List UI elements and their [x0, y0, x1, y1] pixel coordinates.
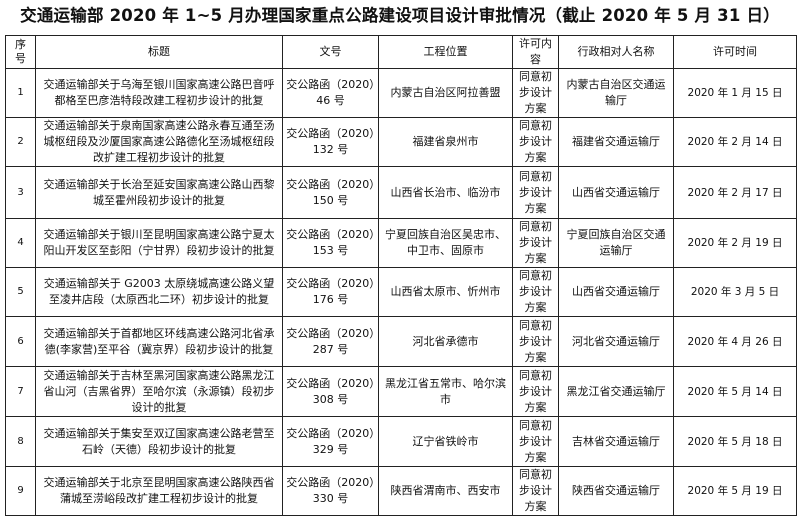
cell-party: 山西省交通运输厅 [558, 267, 674, 317]
cell-title: 交通运输部关于吉林至黑河国家高速公路黑龙江省山河（吉黑省界）至哈尔滨（永源镇）段… [35, 366, 283, 417]
cell-no: 3 [5, 166, 36, 219]
cell-no: 4 [5, 218, 36, 268]
cell-doc: 交公路函（2020）287 号 [282, 316, 379, 367]
cell-location: 内蒙古自治区阿拉善盟 [378, 68, 513, 118]
table-row: 9 交通运输部关于北京至昆明国家高速公路陕西省蒲城至涝峪段改扩建工程初步设计的批复… [5, 466, 797, 516]
header-location: 工程位置 [378, 35, 513, 69]
cell-party: 山西省交通运输厅 [558, 166, 674, 219]
cell-title: 交通运输部关于银川至昆明国家高速公路宁夏太阳山开发区至彭阳（宁甘界）段初步设计的… [35, 218, 283, 268]
cell-date: 2020 年 5 月 14 日 [673, 366, 797, 417]
cell-no: 6 [5, 316, 36, 367]
cell-doc: 交公路函（2020）46 号 [282, 68, 379, 118]
header-doc: 文号 [282, 35, 379, 69]
page-title: 交通运输部 2020 年 1~5 月办理国家重点公路建设项目设计审批情况（截止 … [20, 6, 780, 25]
header-party: 行政相对人名称 [558, 35, 674, 69]
cell-content: 同意初步设计方案 [512, 366, 559, 417]
table-row: 8 交通运输部关于集安至双辽国家高速公路老营至石岭（天德）段初步设计的批复 交公路函… [5, 416, 797, 467]
cell-date: 2020 年 1 月 15 日 [673, 68, 797, 118]
cell-party: 宁夏回族自治区交通运输厅 [558, 218, 674, 268]
cell-date: 2020 年 2 月 17 日 [673, 166, 797, 219]
table-row: 6 交通运输部关于首都地区环线高速公路河北省承德(李家营)至平谷（冀京界）段初步设… [5, 316, 797, 367]
cell-no: 1 [5, 68, 36, 118]
cell-date: 2020 年 2 月 14 日 [673, 117, 797, 167]
cell-title: 交通运输部关于北京至昆明国家高速公路陕西省蒲城至涝峪段改扩建工程初步设计的批复 [35, 466, 283, 516]
approval-table: 序号 标题 文号 工程位置 许可内容 行政相对人名称 许可时间 1 交通运输部关于… [5, 35, 797, 516]
cell-no: 9 [5, 466, 36, 516]
cell-content: 同意初步设计方案 [512, 267, 559, 317]
cell-title: 交通运输部关于长治至延安国家高速公路山西黎城至霍州段初步设计的批复 [35, 166, 283, 219]
cell-content: 同意初步设计方案 [512, 416, 559, 467]
cell-no: 8 [5, 416, 36, 467]
cell-doc: 交公路函（2020）153 号 [282, 218, 379, 268]
cell-content: 同意初步设计方案 [512, 316, 559, 367]
cell-location: 黑龙江省五常市、哈尔滨市 [378, 366, 513, 417]
cell-title: 交通运输部关于首都地区环线高速公路河北省承德(李家营)至平谷（冀京界）段初步设计… [35, 316, 283, 367]
cell-party: 黑龙江省交通运输厅 [558, 366, 674, 417]
cell-location: 山西省太原市、忻州市 [378, 267, 513, 317]
table-row: 2 交通运输部关于泉南国家高速公路永春互通至汤城枢纽段及沙厦国家高速公路德化至汤城… [5, 117, 797, 167]
cell-doc: 交公路函（2020）329 号 [282, 416, 379, 467]
cell-location: 河北省承德市 [378, 316, 513, 367]
cell-location: 福建省泉州市 [378, 117, 513, 167]
cell-party: 河北省交通运输厅 [558, 316, 674, 367]
cell-date: 2020 年 5 月 18 日 [673, 416, 797, 467]
table-header-row: 序号 标题 文号 工程位置 许可内容 行政相对人名称 许可时间 [5, 35, 797, 69]
cell-party: 吉林省交通运输厅 [558, 416, 674, 467]
cell-party: 福建省交通运输厅 [558, 117, 674, 167]
cell-doc: 交公路函（2020）308 号 [282, 366, 379, 417]
header-content: 许可内容 [512, 35, 559, 69]
cell-content: 同意初步设计方案 [512, 166, 559, 219]
cell-date: 2020 年 4 月 26 日 [673, 316, 797, 367]
table-row: 7 交通运输部关于吉林至黑河国家高速公路黑龙江省山河（吉黑省界）至哈尔滨（永源镇）… [5, 366, 797, 417]
table-row: 1 交通运输部关于乌海至银川国家高速公路巴音呼都格至巴彦浩特段改建工程初步设计的批… [5, 68, 797, 118]
header-date: 许可时间 [673, 35, 797, 69]
header-title: 标题 [35, 35, 283, 69]
cell-party: 陕西省交通运输厅 [558, 466, 674, 516]
cell-content: 同意初步设计方案 [512, 68, 559, 118]
table-row: 5 交通运输部关于 G2003 太原绕城高速公路义望至凌井店段（太原西北二环）初步… [5, 267, 797, 317]
header-no: 序号 [5, 35, 36, 69]
cell-date: 2020 年 5 月 19 日 [673, 466, 797, 516]
cell-location: 辽宁省铁岭市 [378, 416, 513, 467]
cell-title: 交通运输部关于集安至双辽国家高速公路老营至石岭（天德）段初步设计的批复 [35, 416, 283, 467]
cell-location: 宁夏回族自治区吴忠市、中卫市、固原市 [378, 218, 513, 268]
cell-title: 交通运输部关于泉南国家高速公路永春互通至汤城枢纽段及沙厦国家高速公路德化至汤城枢… [35, 117, 283, 167]
cell-no: 2 [5, 117, 36, 167]
cell-content: 同意初步设计方案 [512, 466, 559, 516]
cell-doc: 交公路函（2020）150 号 [282, 166, 379, 219]
cell-date: 2020 年 3 月 5 日 [673, 267, 797, 317]
cell-location: 陕西省渭南市、西安市 [378, 466, 513, 516]
cell-title: 交通运输部关于乌海至银川国家高速公路巴音呼都格至巴彦浩特段改建工程初步设计的批复 [35, 68, 283, 118]
cell-title: 交通运输部关于 G2003 太原绕城高速公路义望至凌井店段（太原西北二环）初步设… [35, 267, 283, 317]
cell-no: 7 [5, 366, 36, 417]
cell-content: 同意初步设计方案 [512, 117, 559, 167]
cell-doc: 交公路函（2020）330 号 [282, 466, 379, 516]
table-row: 4 交通运输部关于银川至昆明国家高速公路宁夏太阳山开发区至彭阳（宁甘界）段初步设计… [5, 218, 797, 268]
cell-party: 内蒙古自治区交通运输厅 [558, 68, 674, 118]
cell-content: 同意初步设计方案 [512, 218, 559, 268]
cell-doc: 交公路函（2020）176 号 [282, 267, 379, 317]
table-row: 3 交通运输部关于长治至延安国家高速公路山西黎城至霍州段初步设计的批复 交公路函（2… [5, 166, 797, 219]
cell-date: 2020 年 2 月 19 日 [673, 218, 797, 268]
cell-location: 山西省长治市、临汾市 [378, 166, 513, 219]
cell-no: 5 [5, 267, 36, 317]
cell-doc: 交公路函（2020）132 号 [282, 117, 379, 167]
